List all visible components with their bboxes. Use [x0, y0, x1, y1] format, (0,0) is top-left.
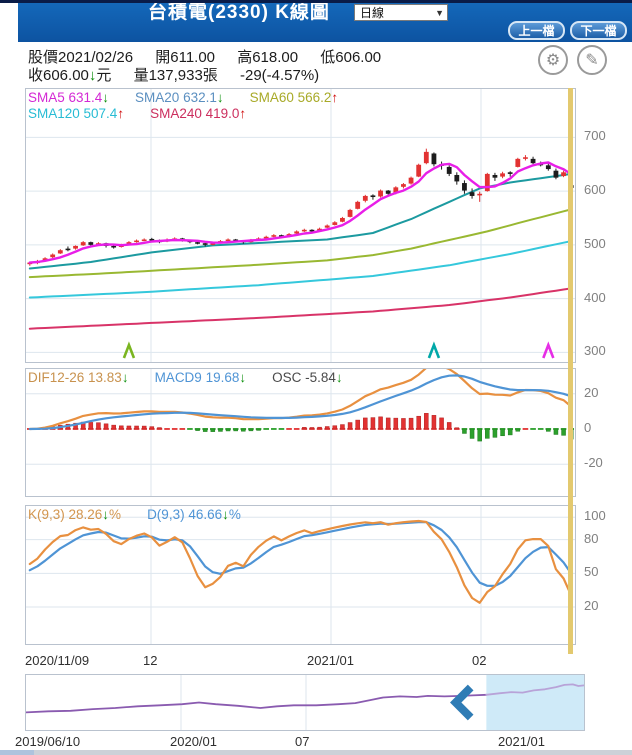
- quote-close: 收606.00: [28, 67, 89, 84]
- kd-labels-row: K(9,3) 28.26↓% D(9,3) 46.66↓%: [28, 507, 267, 522]
- quote-change: -29(-4.57%): [239, 67, 320, 84]
- next-stock-button[interactable]: 下一檔: [570, 21, 627, 40]
- x-axis-label: 2020/11/09: [25, 653, 90, 668]
- page-title: 台積電(2330) K線圖: [148, 3, 330, 23]
- axis-tick-label: 50: [584, 564, 599, 580]
- overview-range-panel[interactable]: [25, 674, 585, 731]
- axis-tick-label: 600: [584, 182, 606, 198]
- axis-tick-label: 500: [584, 235, 606, 251]
- x-axis-label: 2021/01: [498, 734, 545, 749]
- quote-open: 開611.00: [155, 49, 216, 66]
- axis-tick-label: 400: [584, 289, 606, 305]
- down-arrow-icon: ↓: [102, 507, 110, 522]
- axis-tick-label: 0: [584, 419, 592, 435]
- down-arrow-icon: ↓: [222, 507, 229, 522]
- quote-low: 低606.00: [320, 49, 382, 66]
- down-arrow-icon: ↓: [239, 370, 247, 385]
- quote-high: 高618.00: [237, 49, 299, 66]
- quote-close-unit: 元: [96, 67, 112, 84]
- up-arrow-icon: ↑: [331, 90, 339, 105]
- macd-chart-canvas: [26, 365, 575, 496]
- x-axis-label: 02: [472, 653, 487, 668]
- indicator-label: D(9,3) 46.66: [147, 507, 223, 522]
- bottom-scroll-strip[interactable]: [0, 750, 632, 755]
- range-handle-icon[interactable]: [450, 684, 474, 721]
- down-arrow-icon: ↓: [102, 90, 110, 105]
- kd-chart-canvas: [26, 506, 575, 644]
- down-arrow-icon: ↓: [88, 67, 97, 84]
- quote-line-1: 股價2021/02/26 開611.00 高618.00 低606.00: [28, 46, 381, 67]
- signal-caret-icon: [427, 341, 441, 359]
- indicator-label: SMA20 632.1: [135, 90, 217, 105]
- indicator-label: SMA5 631.4: [28, 90, 103, 105]
- indicator-label: OSC -5.84: [272, 370, 336, 385]
- window-top-strip: [0, 0, 632, 3]
- indicator-label: SMA240 419.0: [150, 106, 240, 121]
- x-axis-label: 2020/01: [170, 734, 217, 749]
- indicator-suffix: %: [228, 507, 241, 522]
- settings-button[interactable]: ⚙: [538, 45, 568, 75]
- indicator-label: SMA120 507.4: [28, 106, 118, 121]
- up-arrow-icon: ↑: [117, 106, 125, 121]
- x-axis-label: 12: [143, 653, 158, 668]
- axis-tick-label: 80: [584, 530, 599, 546]
- indicator-suffix: %: [109, 507, 122, 522]
- x-axis-label: 07: [295, 734, 310, 749]
- latest-candle-cursor: [567, 88, 573, 654]
- macd-panel: [25, 365, 576, 497]
- quote-line-2: 收606.00↓元 量137,933張 -29(-4.57%): [28, 64, 319, 85]
- axis-tick-label: 20: [584, 597, 599, 613]
- overview-chart-canvas: [25, 675, 585, 730]
- kd-panel: [25, 505, 576, 645]
- period-select-value: 日線: [360, 6, 385, 20]
- x-axis-label: 2019/06/10: [15, 734, 81, 749]
- indicator-label: MACD9 19.68: [154, 370, 240, 385]
- axis-tick-label: 100: [584, 508, 606, 524]
- pencil-icon: ✎: [585, 52, 599, 69]
- main-chart-canvas: [26, 89, 575, 362]
- down-arrow-icon: ↓: [335, 370, 343, 385]
- signal-caret-icon: [122, 341, 136, 359]
- sma-labels-row-1: SMA5 631.4↓ SMA20 632.1↓ SMA60 566.2↑: [28, 90, 364, 105]
- chevron-down-icon: ▼: [435, 7, 444, 18]
- up-arrow-icon: ↑: [239, 106, 247, 121]
- macd-labels-row: DIF12-26 13.83↓ MACD9 19.68↓ OSC -5.84↓: [28, 370, 369, 385]
- sma-labels-row-2: SMA120 507.4↑ SMA240 419.0↑: [28, 106, 272, 121]
- indicator-label: K(9,3) 28.26: [28, 507, 103, 522]
- prev-stock-button[interactable]: 上一檔: [508, 21, 565, 40]
- draw-tool-button[interactable]: ✎: [577, 45, 607, 75]
- quote-volume: 量137,933張: [133, 67, 218, 84]
- down-arrow-icon: ↓: [216, 90, 224, 105]
- quote-date: 股價2021/02/26: [28, 49, 134, 66]
- indicator-label: SMA60 566.2: [249, 90, 332, 105]
- gear-icon: ⚙: [545, 52, 561, 69]
- indicator-label: DIF12-26 13.83: [28, 370, 122, 385]
- x-axis-label: 2021/01: [307, 653, 354, 668]
- down-arrow-icon: ↓: [121, 370, 129, 385]
- main-candlestick-panel: [25, 88, 576, 363]
- axis-tick-label: 20: [584, 384, 599, 400]
- axis-tick-label: 700: [584, 128, 606, 144]
- header-bar: 台積電(2330) K線圖 日線 ▼ 上一檔 下一檔: [18, 3, 632, 42]
- bottom-scroll-strip-end: [0, 750, 34, 755]
- period-select[interactable]: 日線 ▼: [354, 4, 448, 21]
- signal-caret-icon: [542, 341, 555, 359]
- axis-tick-label: 300: [584, 343, 606, 359]
- axis-tick-label: -20: [584, 455, 603, 471]
